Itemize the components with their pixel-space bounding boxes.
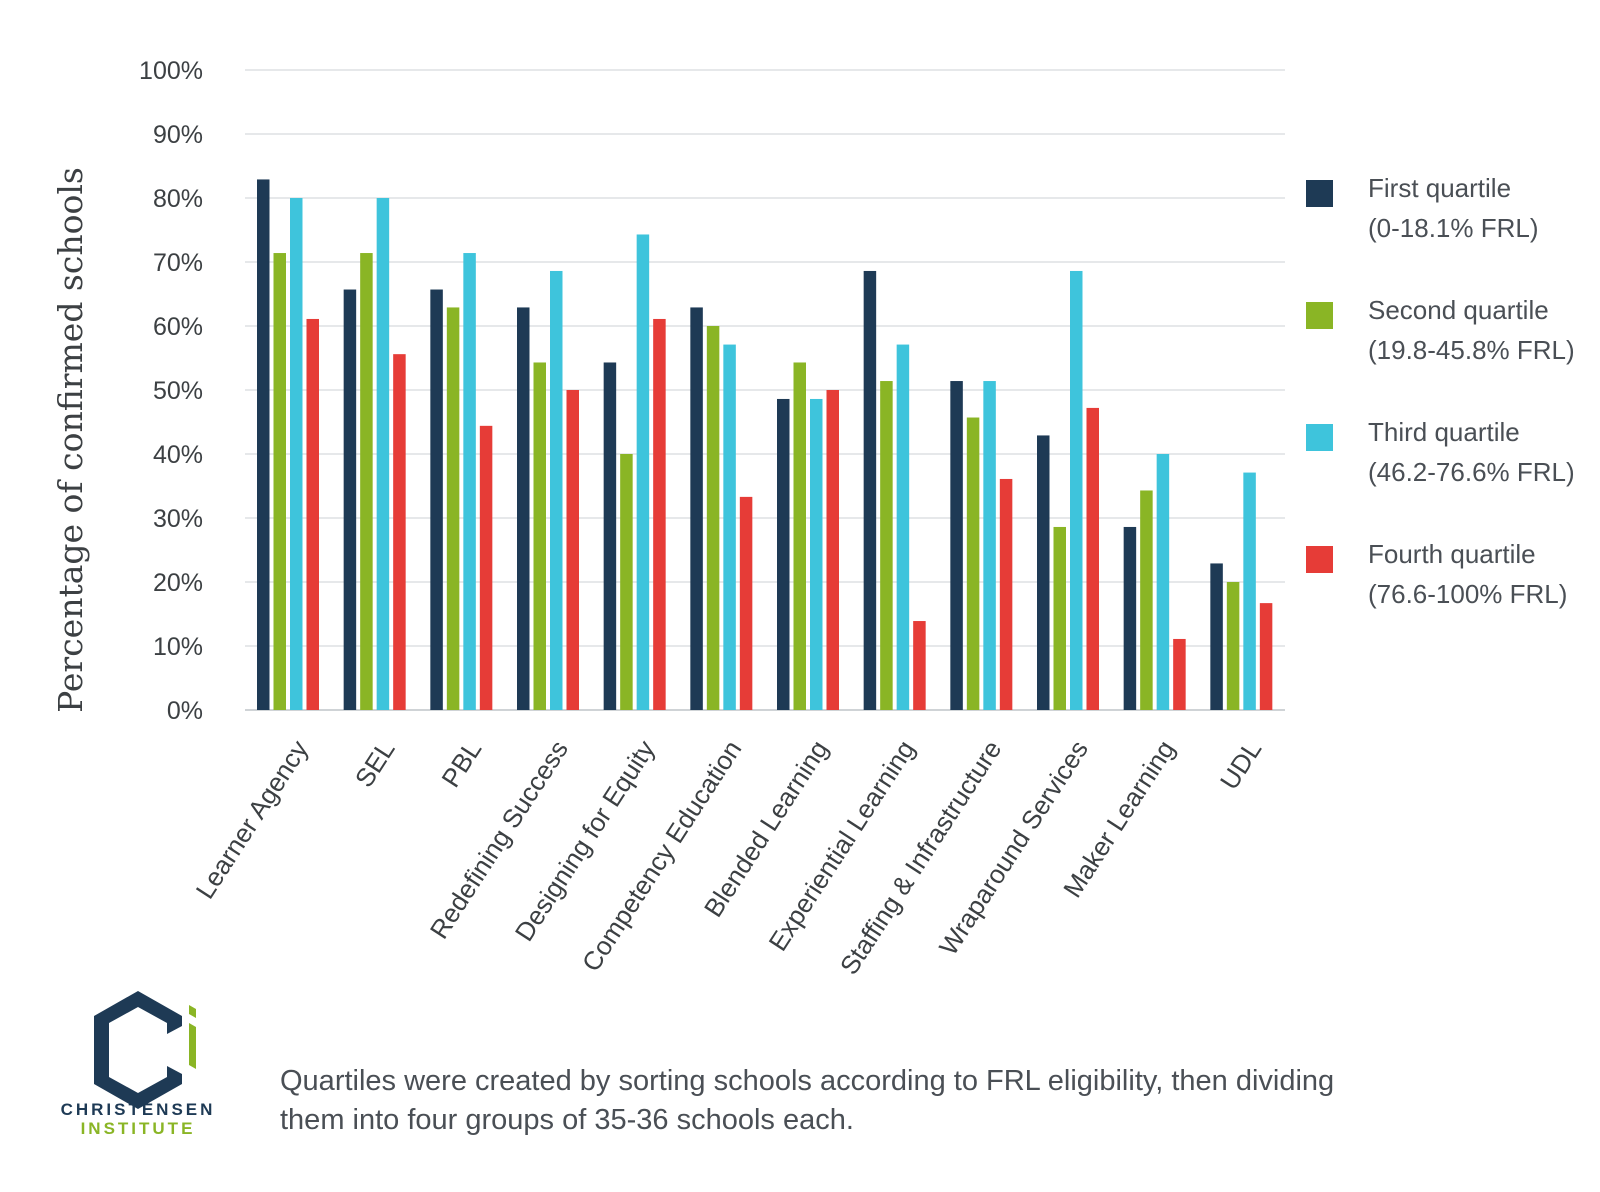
legend-swatch-first (1306, 180, 1333, 207)
legend-item-second: Second quartile (19.8-45.8% FRL) (1306, 290, 1596, 412)
bar (636, 234, 650, 711)
bar (653, 318, 666, 710)
bar (706, 326, 720, 710)
bar (1210, 563, 1223, 710)
y-tick-label: 100% (139, 57, 203, 85)
legend-detail-fourth: (76.6-100% FRL) (1368, 579, 1568, 609)
bar (896, 344, 910, 710)
footnote: Quartiles were created by sorting school… (280, 1062, 1410, 1140)
bar (810, 398, 823, 710)
y-tick-label: 40% (153, 441, 203, 469)
bar (863, 270, 877, 710)
legend-swatch-third (1306, 424, 1333, 451)
bar (566, 390, 579, 710)
bar (983, 381, 996, 710)
bar (999, 478, 1013, 710)
y-tick-label: 90% (153, 121, 203, 149)
bar (739, 496, 753, 710)
bar (966, 417, 980, 710)
bar (550, 270, 563, 710)
y-tick-label: 80% (153, 185, 203, 213)
bar (777, 398, 790, 710)
bar (1123, 526, 1137, 710)
bar (290, 198, 303, 710)
bar (1243, 472, 1256, 710)
y-tick-label: 60% (153, 313, 203, 341)
footnote-line-2: them into four groups of 35-36 schools e… (280, 1104, 854, 1136)
bar (360, 253, 373, 711)
bar (826, 390, 839, 710)
bar (1086, 407, 1099, 710)
bar (273, 253, 286, 711)
legend-item-fourth: Fourth quartile (76.6-100% FRL) (1306, 534, 1596, 656)
bar (1140, 490, 1153, 710)
bar (376, 198, 390, 710)
bar (603, 362, 617, 710)
x-tick-label: Competency Education (576, 735, 748, 977)
legend-label-third: Third quartile (1368, 417, 1520, 447)
bar (1156, 454, 1170, 710)
bar (446, 307, 460, 710)
footnote-line-1: Quartiles were created by sorting school… (280, 1065, 1335, 1097)
legend: First quartile (0-18.1% FRL) Second quar… (1306, 168, 1596, 656)
bar (479, 425, 493, 710)
legend-swatch-second (1306, 302, 1333, 329)
bar (950, 381, 963, 710)
legend-label-second: Second quartile (1368, 295, 1549, 325)
bar (690, 307, 703, 710)
bar (306, 318, 319, 710)
legend-detail-third: (46.2-76.6% FRL) (1368, 457, 1575, 487)
bar (257, 179, 270, 710)
bar (793, 362, 806, 710)
y-axis-label: Percentage of confirmed schools (51, 167, 90, 713)
x-tick-label: Learner Agency (190, 735, 314, 904)
bar (1173, 638, 1186, 710)
bar (1053, 526, 1066, 710)
bar (517, 307, 530, 710)
y-tick-label: 20% (153, 569, 203, 597)
y-tick-label: 10% (153, 633, 203, 661)
logo-text-institute: INSTITUTE (80, 1119, 196, 1138)
legend-item-first: First quartile (0-18.1% FRL) (1306, 168, 1596, 290)
x-tick-label: Staffing & Infrastructure (834, 735, 1008, 980)
bar (1259, 603, 1273, 710)
legend-label-first: First quartile (1368, 173, 1512, 203)
x-tick-label: Wraparound Services (933, 735, 1094, 961)
x-tick-label: SEL (349, 735, 401, 793)
bar (393, 354, 406, 710)
y-tick-label: 50% (153, 377, 203, 405)
x-tick-label: PBL (435, 735, 487, 793)
y-tick-label: 0% (167, 697, 203, 725)
bar (343, 289, 357, 710)
legend-detail-second: (19.8-45.8% FRL) (1368, 335, 1575, 365)
bar (1226, 582, 1240, 710)
y-tick-label: 30% (153, 505, 203, 533)
bar (880, 381, 893, 710)
bar (430, 289, 443, 710)
logo-text-christensen: CHRISTENSEN (60, 1100, 216, 1119)
bar (620, 454, 633, 710)
legend-detail-first: (0-18.1% FRL) (1368, 213, 1539, 243)
christensen-institute-logo-icon (94, 991, 196, 1109)
y-tick-label: 70% (153, 249, 203, 277)
x-tick-label: UDL (1214, 735, 1267, 795)
legend-swatch-fourth (1306, 546, 1333, 573)
bar (463, 253, 476, 711)
bar (723, 344, 736, 710)
bar (913, 621, 926, 710)
legend-item-third: Third quartile (46.2-76.6% FRL) (1306, 412, 1596, 534)
bar (533, 362, 546, 710)
bar (1037, 435, 1050, 710)
bar (1070, 270, 1083, 710)
legend-label-fourth: Fourth quartile (1368, 539, 1536, 569)
